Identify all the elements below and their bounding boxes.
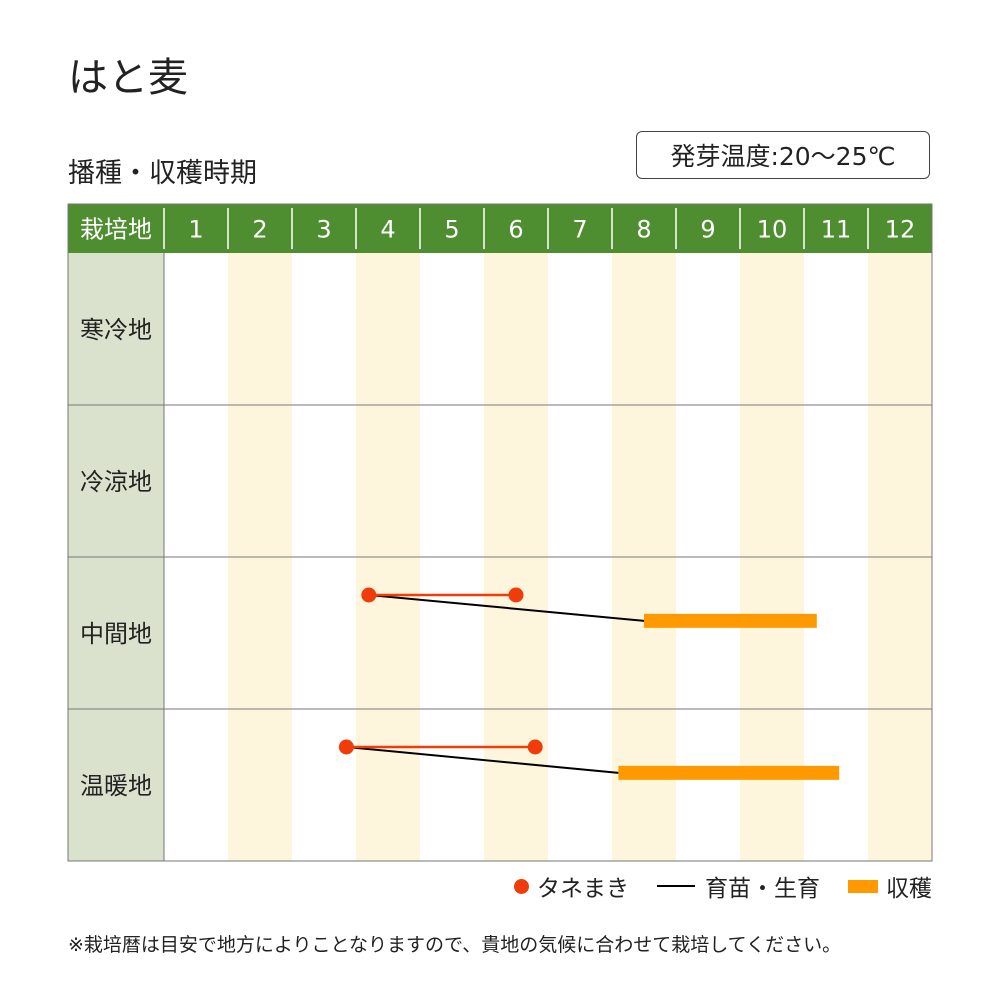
- month-label: 12: [885, 216, 916, 244]
- harvest-bar-icon: [848, 879, 878, 893]
- month-label: 4: [380, 216, 395, 244]
- legend-sowing-label: タネまき: [537, 876, 629, 902]
- seedling-line: [368, 594, 645, 622]
- sowing-end-dot: [527, 739, 543, 755]
- month-label: 11: [821, 216, 852, 244]
- month-label: 9: [700, 216, 715, 244]
- harvest-bar: [644, 613, 817, 628]
- footnote: ※栽培暦は目安で地方によりことなりますので、貴地の気候に合わせて栽培してください…: [68, 934, 842, 956]
- month-label: 10: [757, 216, 788, 244]
- month-label: 6: [508, 216, 523, 244]
- month-label: 5: [444, 216, 459, 244]
- legend: タネまき 育苗・生育 収穫: [486, 870, 932, 902]
- legend-harvest-label: 収穫: [886, 876, 932, 902]
- germination-temp-badge: 発芽温度:20～25℃: [636, 131, 930, 179]
- page-title: はと麦: [68, 55, 188, 101]
- region-label: 寒冷地: [80, 316, 152, 344]
- month-label: 3: [316, 216, 331, 244]
- month-label: 2: [252, 216, 267, 244]
- sowing-dot-icon: [514, 878, 529, 894]
- legend-item-harvest: 収穫: [848, 869, 932, 903]
- sowing-start-dot: [338, 739, 354, 755]
- region-label: 冷涼地: [80, 468, 152, 496]
- region-label: 中間地: [80, 620, 152, 648]
- month-label: 1: [188, 216, 203, 244]
- header-band: [68, 204, 932, 253]
- seedling-line-icon: [657, 884, 695, 888]
- region-label: 温暖地: [80, 772, 152, 800]
- month-label: 8: [636, 216, 651, 244]
- seedling-line: [346, 746, 619, 774]
- sowing-end-dot: [508, 587, 524, 603]
- chart-subtitle: 播種・収穫時期: [68, 158, 257, 189]
- legend-item-seedling: 育苗・生育: [657, 869, 820, 903]
- month-label: 7: [572, 216, 587, 244]
- legend-seedling-label: 育苗・生育: [705, 876, 820, 902]
- chart-frame: [67, 203, 933, 862]
- legend-item-sowing: タネまき: [514, 869, 629, 903]
- corner-label: 栽培地: [80, 216, 152, 244]
- sowing-start-dot: [361, 587, 377, 603]
- harvest-bar: [618, 765, 840, 780]
